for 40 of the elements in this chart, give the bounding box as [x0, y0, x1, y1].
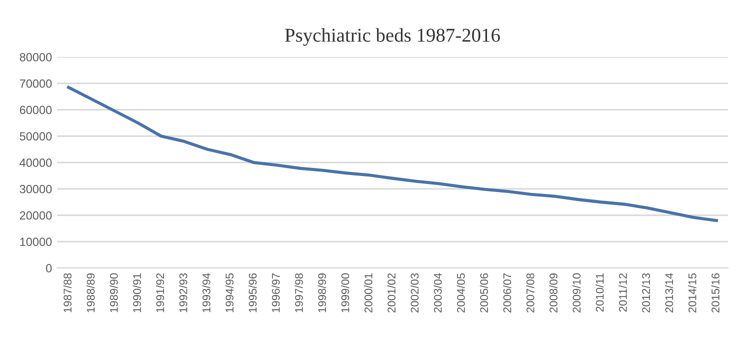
x-tick-label: 2014/15 [688, 273, 696, 312]
x-tick-label: 1995/96 [248, 273, 257, 312]
x-tick-label: 2007/08 [526, 273, 534, 312]
x-tick-label: 1989/90 [110, 273, 118, 312]
line-series [67, 86, 718, 222]
y-tick-label: 30000 [20, 184, 52, 194]
chart-title: Psychiatric beds 1987-2016 [285, 28, 500, 46]
y-tick-label: 0 [46, 264, 52, 272]
x-tick-label: 2008/09 [549, 273, 558, 312]
x-tick-label: 2005/06 [480, 273, 488, 312]
x-tick-label: 2001/02 [387, 273, 396, 312]
y-tick-label: 50000 [20, 132, 52, 141]
x-tick-label: 1990/91 [132, 273, 141, 312]
x-tick-label: 2003/04 [434, 273, 442, 312]
x-tick-label: 1999/00 [341, 273, 350, 312]
x-tick-label: 2000/01 [364, 273, 372, 312]
x-tick-label: 2004/05 [456, 273, 465, 312]
y-tick-label: 40000 [20, 158, 52, 167]
x-tick-label: 1991/92 [156, 273, 164, 312]
x-tick-label: 2015/16 [711, 273, 720, 312]
x-tick-label: 1994/95 [225, 273, 234, 312]
y-tick-label: 60000 [20, 106, 52, 114]
y-tick-label: 80000 [20, 53, 52, 62]
x-tick-label: 2009/10 [572, 273, 581, 312]
x-tick-label: 2012/13 [642, 273, 650, 312]
x-tick-label: 2013/14 [664, 273, 674, 312]
y-tick-label: 20000 [20, 211, 52, 220]
x-tick-label: 1998/99 [318, 273, 326, 312]
x-tick-label: 2011/12 [618, 273, 627, 312]
x-tick-label: 2006/07 [503, 273, 512, 312]
x-tick-label: 1996/97 [272, 273, 280, 312]
y-tick-label: 70000 [20, 79, 52, 88]
x-tick-label: 1997/98 [294, 273, 303, 312]
x-tick-label: 1992/93 [179, 273, 188, 312]
x-tick-label: 2002/03 [410, 273, 419, 312]
x-tick-label: 1988/89 [86, 273, 95, 312]
x-tick-label: 2010/11 [596, 273, 604, 312]
x-tick-label: 1993/94 [202, 273, 210, 312]
y-tick-label: 10000 [20, 238, 52, 246]
x-tick-label: 1987/88 [63, 273, 72, 312]
